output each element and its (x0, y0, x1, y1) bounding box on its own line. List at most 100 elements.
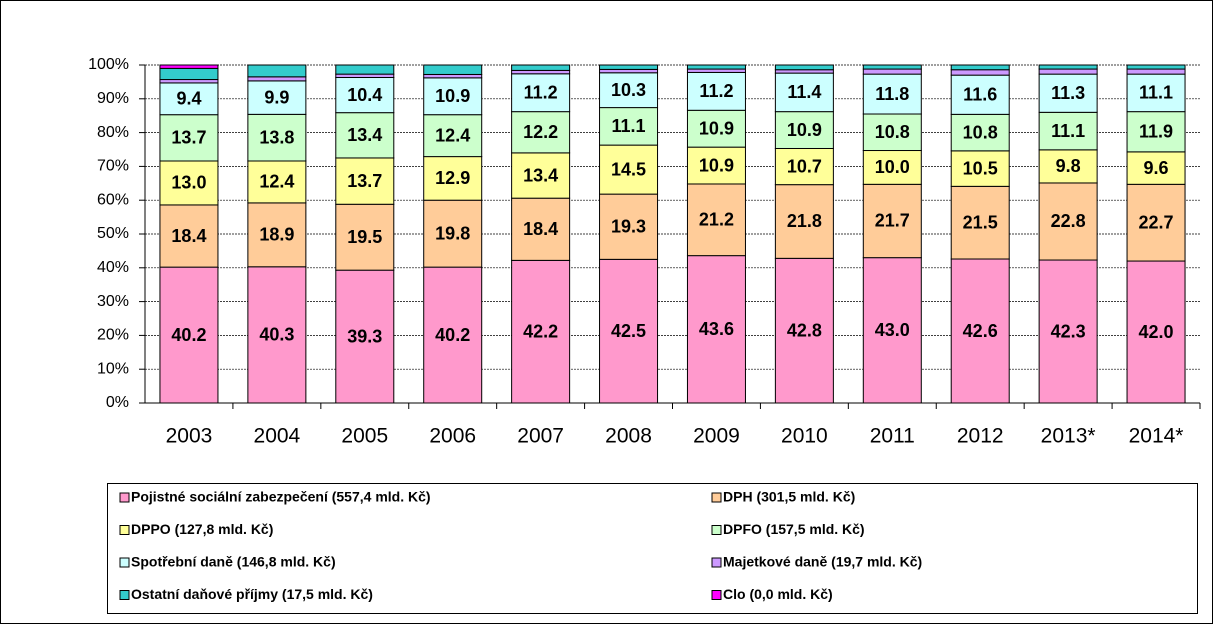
y-tick-label: 90% (97, 90, 129, 107)
bar-segment (862, 257, 922, 404)
bar-segment (862, 64, 922, 70)
data-label: 10.4 (347, 85, 382, 105)
bar-segment (159, 67, 219, 81)
bar-segment (247, 202, 307, 268)
data-label: 21.7 (875, 211, 910, 231)
data-label: 21.5 (963, 212, 998, 232)
legend-label: Clo (0,0 mld. Kč) (723, 586, 833, 602)
bar-segment (774, 69, 834, 74)
bar-segment (950, 150, 1010, 187)
data-label: 11.2 (524, 82, 558, 102)
bar-segment (686, 109, 746, 148)
bar-segment (774, 147, 834, 186)
data-label: 12.4 (259, 172, 294, 192)
bar-segment (1038, 64, 1098, 70)
bar-segment (1126, 68, 1186, 75)
bar-segment (335, 73, 395, 79)
data-label: 10.9 (435, 86, 470, 106)
data-label: 40.2 (435, 325, 470, 345)
bar-segment (511, 152, 571, 199)
legend-label: Pojistné sociální zabezpečení (557,4 mld… (131, 489, 431, 505)
bar-segment (423, 73, 483, 79)
bar-segment (862, 150, 922, 185)
data-label: 11.8 (875, 84, 909, 104)
bar-segment (247, 64, 307, 78)
data-label: 40.3 (259, 325, 294, 345)
bar-segment (159, 64, 219, 69)
data-label: 21.2 (699, 210, 734, 230)
bar-segment (599, 107, 659, 146)
bar-segment (686, 71, 746, 111)
y-tick-label: 70% (97, 158, 129, 175)
bar-segment (423, 156, 483, 201)
data-label: 9.4 (176, 89, 201, 109)
data-label: 18.4 (523, 219, 558, 239)
bar-segment (599, 64, 659, 70)
bar-segment (511, 64, 571, 71)
bar-segment (1038, 68, 1098, 75)
bar-segment (1038, 259, 1098, 404)
bar-segment (950, 69, 1010, 76)
data-label: 13.7 (347, 171, 382, 191)
bar-segment (686, 68, 746, 73)
data-label: 18.4 (171, 226, 206, 246)
data-label: 11.4 (787, 82, 821, 102)
data-label: 19.5 (347, 227, 382, 247)
data-label: 11.1 (1139, 83, 1173, 103)
data-label: 10.5 (963, 158, 998, 178)
data-label: 10.9 (699, 118, 734, 138)
x-tick-label: 2012 (957, 425, 1004, 448)
bar-segment (159, 266, 219, 404)
x-tick-label: 2008 (605, 425, 652, 448)
bar-segment (862, 183, 922, 259)
data-label: 9.6 (1144, 158, 1169, 178)
bar-segment (335, 77, 395, 114)
bar-segment (511, 259, 571, 404)
bar-segment (247, 80, 307, 115)
bar-segment (423, 64, 483, 75)
data-label: 42.3 (1051, 321, 1086, 341)
data-label: 11.1 (612, 116, 646, 136)
bar-segment (423, 266, 483, 404)
data-label: 19.3 (611, 216, 646, 236)
data-label: 13.4 (347, 125, 382, 145)
legend-label: DPFO (157,5 mld. Kč) (723, 521, 865, 537)
data-label: 22.7 (1139, 212, 1174, 232)
x-tick-label: 2005 (341, 425, 388, 448)
bar-segment (1038, 73, 1098, 113)
legend-label: Majetkové daně (19,7 mld. Kč) (723, 554, 922, 570)
bar-segment (686, 146, 746, 185)
x-tick-label: 2013* (1041, 425, 1096, 448)
data-label: 10.9 (699, 155, 734, 175)
bar-segment (159, 79, 219, 84)
data-label: 13.8 (259, 127, 294, 147)
y-tick-label: 60% (97, 191, 129, 208)
data-label: 13.0 (171, 173, 206, 193)
bar-segment (774, 64, 834, 71)
bar-segment (159, 160, 219, 206)
data-label: 12.2 (523, 122, 558, 142)
data-label: 11.6 (963, 84, 997, 104)
legend-label: DPH (301,5 mld. Kč) (723, 489, 855, 505)
data-label: 11.9 (1139, 122, 1173, 142)
bar-segment (1126, 64, 1186, 70)
data-label: 21.8 (787, 211, 822, 231)
y-tick-label: 10% (97, 360, 129, 377)
bar-segment (950, 113, 1010, 152)
data-label: 42.2 (523, 321, 558, 341)
legend-swatch (119, 557, 130, 568)
data-label: 10.0 (875, 157, 910, 177)
bar-segment (335, 112, 395, 159)
x-tick-label: 2010 (781, 425, 828, 448)
y-tick-label: 100% (88, 56, 129, 73)
data-label: 40.2 (171, 325, 206, 345)
legend-swatch (119, 525, 130, 535)
legend-label: Spotřební daně (146,8 mld. Kč) (131, 554, 336, 570)
bar-segment (511, 69, 571, 75)
y-tick-label: 50% (97, 225, 129, 242)
bar-segment (774, 257, 834, 404)
legend-swatch (711, 492, 722, 503)
x-tick-label: 2006 (429, 425, 476, 448)
bar-segment (950, 258, 1010, 404)
legend-swatch (711, 590, 722, 600)
